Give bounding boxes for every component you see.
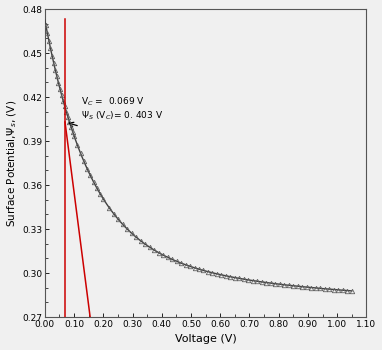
Text: V$_C$ =  0.069 V
Ψ$_S$ (V$_C$)= 0. 403 V: V$_C$ = 0.069 V Ψ$_S$ (V$_C$)= 0. 403 V xyxy=(81,95,163,122)
X-axis label: Voltage (V): Voltage (V) xyxy=(175,335,236,344)
Y-axis label: Surface Potential,Ψ$_s$, (V): Surface Potential,Ψ$_s$, (V) xyxy=(6,99,19,227)
